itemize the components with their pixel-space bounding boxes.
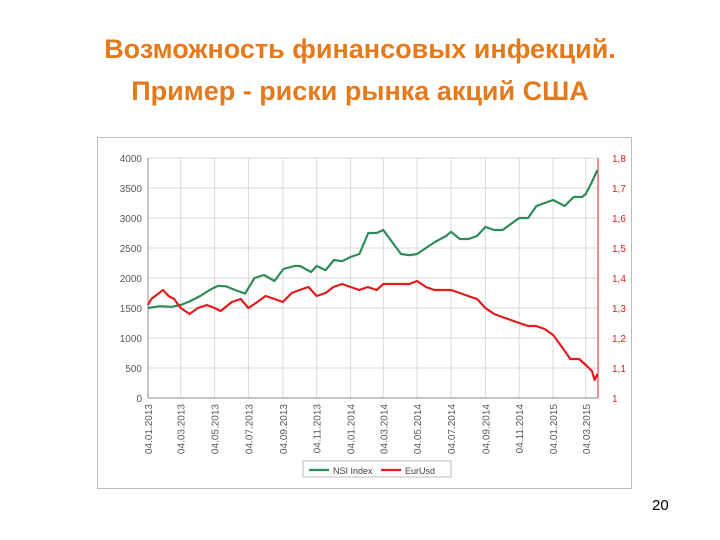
x-tick-label: 04.11.2013: [313, 404, 324, 454]
y-left-tick-label: 2500: [120, 244, 143, 255]
y-left-tick-label: 500: [125, 364, 142, 375]
x-tick-label: 04.05.2014: [413, 404, 424, 454]
legend-label: NSI Index: [333, 466, 373, 476]
y-left-tick-label: 4000: [120, 154, 143, 165]
series-line-eurusd: [148, 281, 597, 380]
y-left-tick-label: 1000: [120, 334, 143, 345]
series-line-nsi-index: [148, 170, 597, 308]
chart-frame: 0 1 500 1,1 1000 1,2 1500 1,3 2000 1,4 2500 1,5 3000…: [97, 137, 632, 489]
slide-title-line-1: Возможность финансовых инфекций.: [0, 34, 720, 65]
y-left-tick-label: 2000: [120, 274, 143, 285]
page-number: 20: [652, 497, 669, 514]
x-tick-label: 04.11.2014: [515, 404, 526, 454]
y-right-tick-label: 1,5: [612, 244, 626, 255]
x-tick-label: 04.07.2013: [244, 404, 255, 454]
x-tick-label: 04.03.2014: [379, 404, 390, 454]
x-tick-label: 04.03.2013: [177, 404, 188, 454]
x-tick-label: 04.05.2013: [211, 404, 222, 454]
y-right-tick-label: 1,7: [612, 184, 626, 195]
x-tick-label: 04.01.2014: [347, 404, 358, 454]
slide-title-line-2: Пример - риски рынка акций США: [0, 76, 720, 107]
x-tick-label: 04.03.2015: [582, 404, 593, 454]
y-left-tick-label: 3000: [120, 214, 143, 225]
x-tick-label: 04.01.2013: [144, 404, 155, 454]
y-left-tick-label: 0: [136, 394, 142, 405]
x-tick-label: 04.07.2014: [447, 404, 458, 454]
y-right-tick-label: 1,2: [612, 334, 626, 345]
y-left-tick-label: 1500: [120, 304, 143, 315]
legend-label: EurUsd: [405, 466, 435, 476]
y-right-tick-label: 1,1: [612, 364, 626, 375]
x-tick-label: 04.09.2014: [481, 404, 492, 454]
y-right-tick-label: 1,4: [612, 274, 626, 285]
x-tick-label: 04.09.2013: [279, 404, 290, 454]
y-right-tick-label: 1,3: [612, 304, 626, 315]
x-tick-label: 04.01.2015: [549, 404, 560, 454]
y-right-tick-label: 1: [612, 394, 618, 405]
y-left-tick-label: 3500: [120, 184, 143, 195]
y-right-tick-label: 1,8: [612, 154, 626, 165]
y-right-tick-label: 1,6: [612, 214, 626, 225]
